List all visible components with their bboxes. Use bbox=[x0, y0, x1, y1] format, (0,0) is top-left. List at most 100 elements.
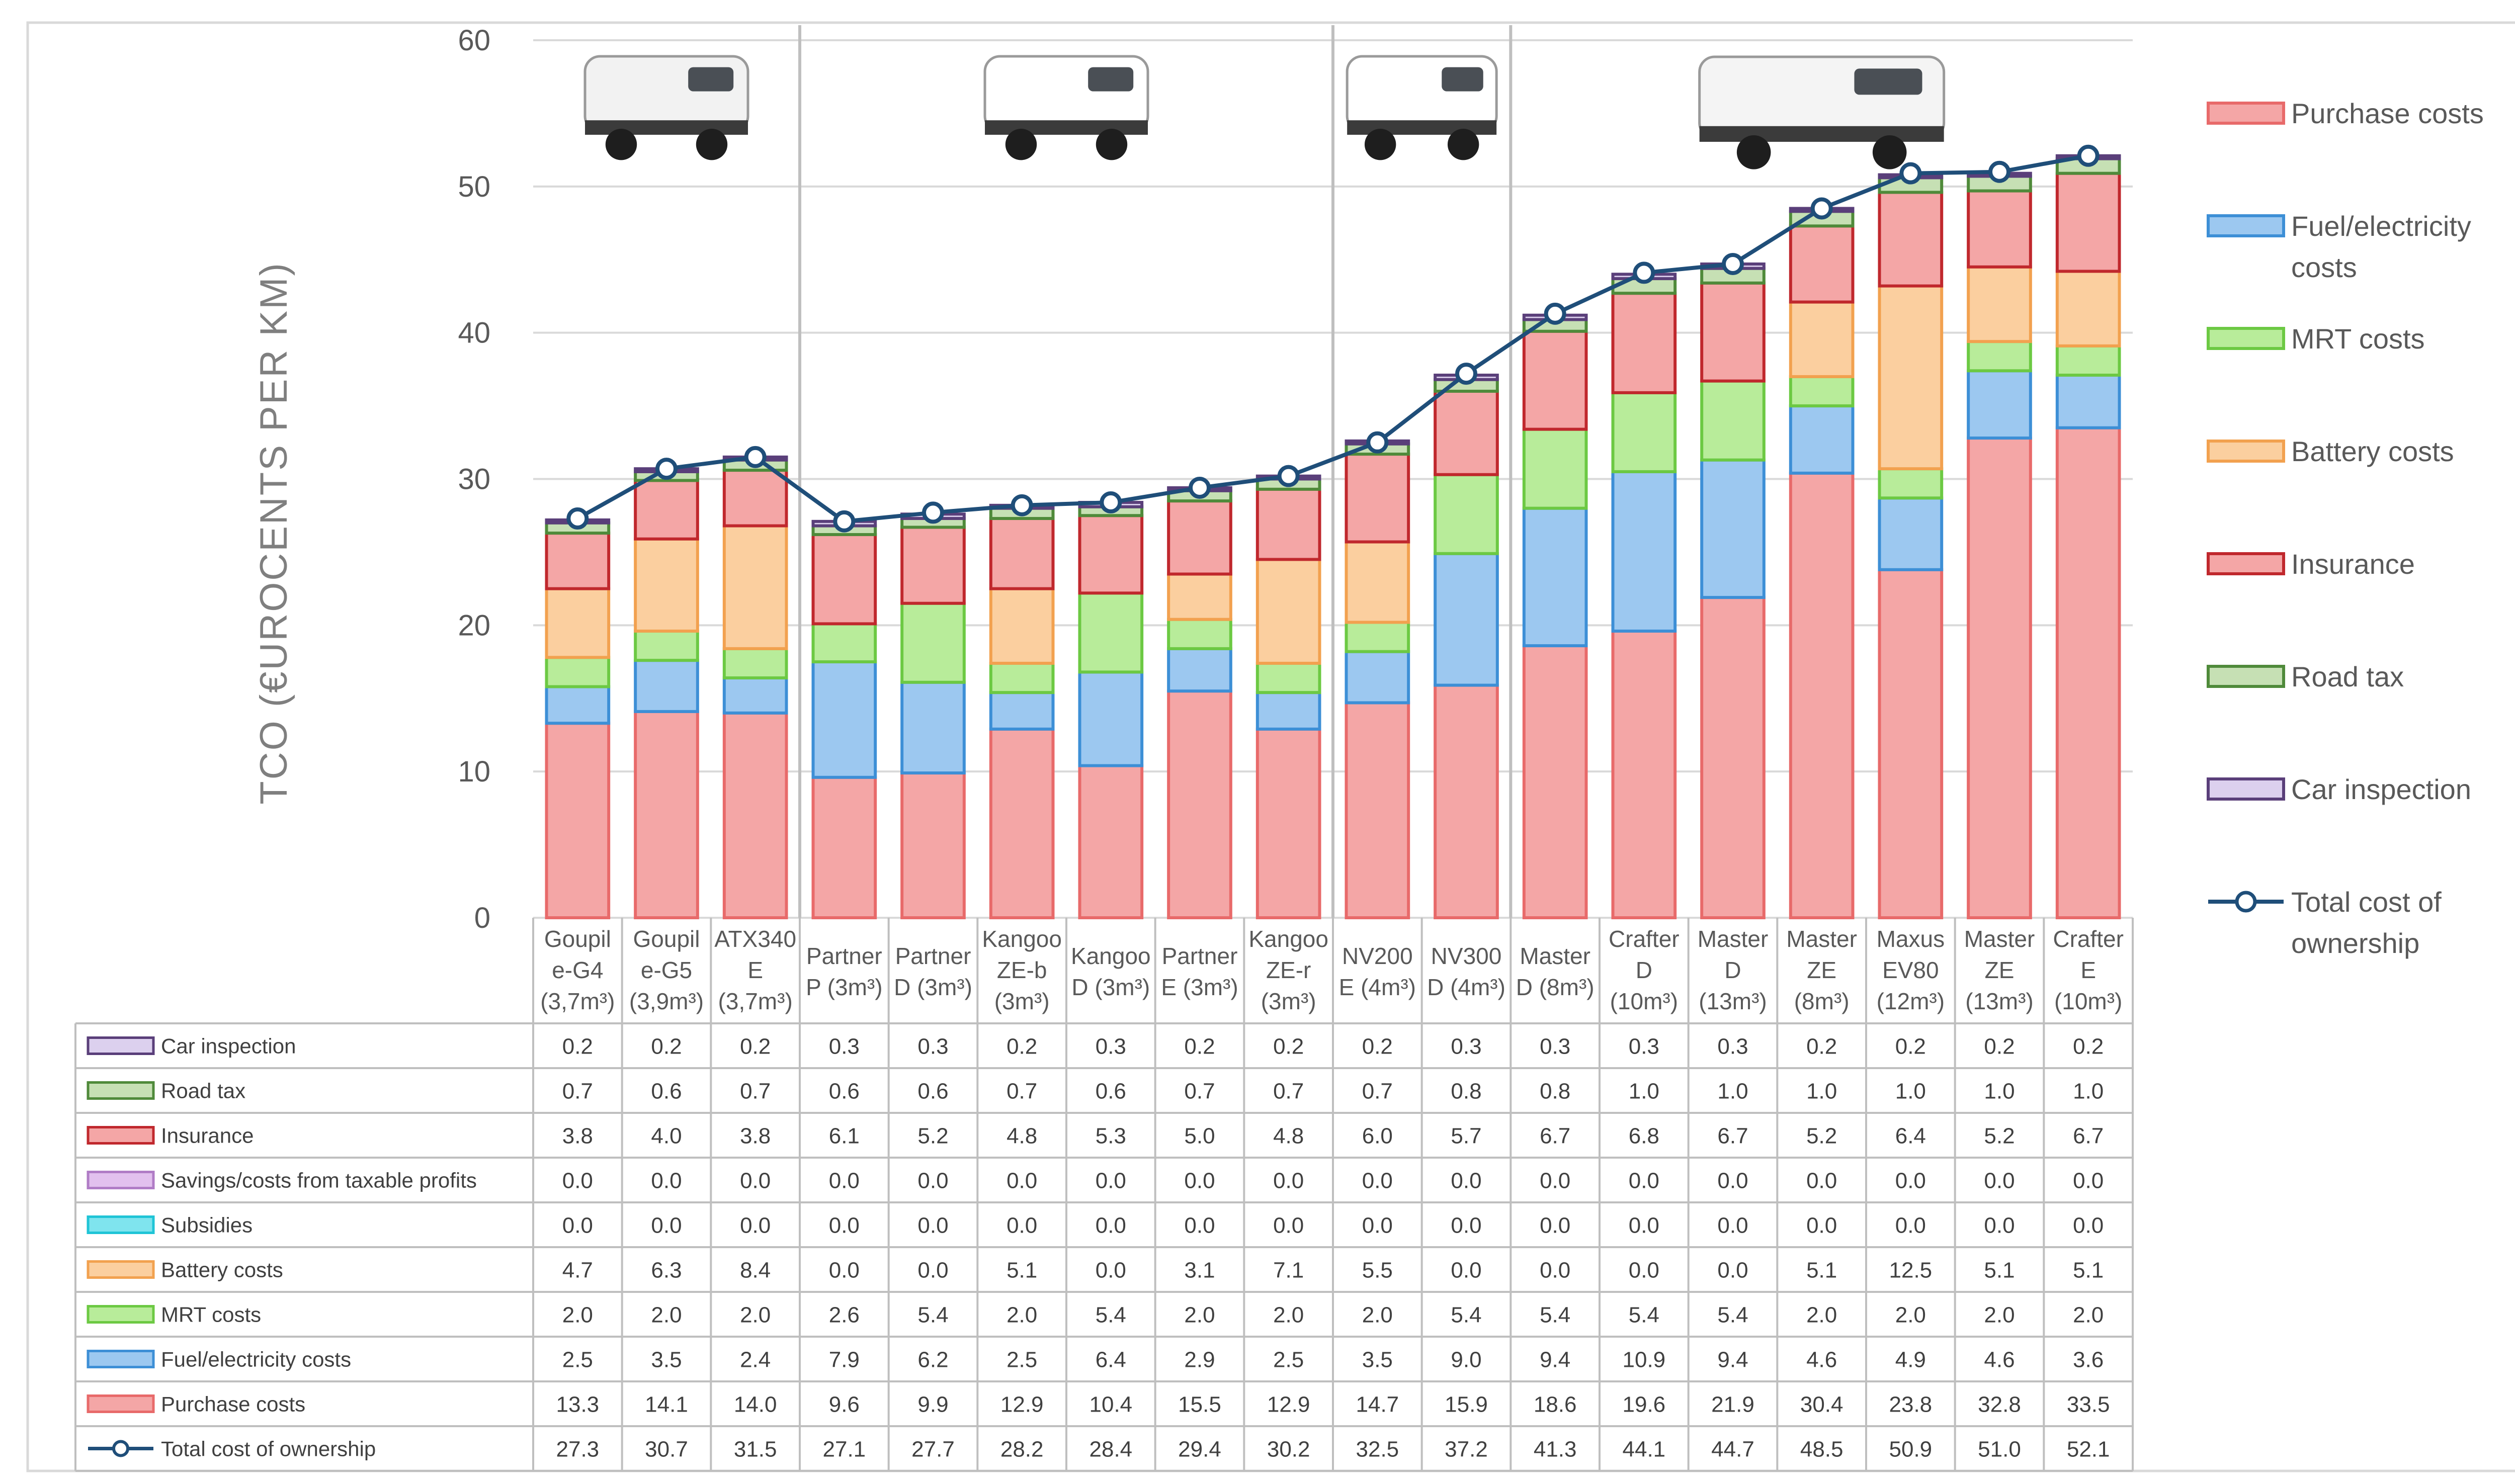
table-cell: 52.1 bbox=[2067, 1437, 2110, 1462]
vehicle-wheel bbox=[605, 129, 637, 160]
table-cell: 5.5 bbox=[1362, 1258, 1393, 1283]
table-cell: 5.4 bbox=[917, 1303, 948, 1328]
bar-purchase-costs bbox=[1878, 568, 1944, 919]
table-cell: 32.8 bbox=[1978, 1392, 2021, 1417]
table-cell: 28.2 bbox=[1000, 1437, 1044, 1462]
x-tick-label: Partner bbox=[1162, 943, 1238, 969]
bar-insurance bbox=[2055, 171, 2121, 273]
legend-color-key bbox=[2207, 214, 2285, 237]
x-tick-label: ZE-r bbox=[1266, 957, 1311, 983]
bar-insurance bbox=[1789, 224, 1855, 304]
table-cell: 0.6 bbox=[829, 1079, 860, 1104]
table-cell: 0.0 bbox=[1984, 1169, 2015, 1193]
table-cell: 0.6 bbox=[917, 1079, 948, 1104]
bar-purchase-costs bbox=[1078, 764, 1144, 919]
table-cell: 2.0 bbox=[1984, 1303, 2015, 1328]
table-cell: 0.0 bbox=[1096, 1258, 1126, 1283]
legend-label: MRT costs bbox=[2291, 323, 2425, 355]
table-cell: 9.0 bbox=[1451, 1348, 1481, 1372]
table-cell: 6.7 bbox=[1540, 1124, 1570, 1149]
table-cell: 4.6 bbox=[1984, 1348, 2015, 1372]
x-tick-label: D bbox=[1724, 957, 1741, 983]
table-cell: 0.2 bbox=[562, 1034, 593, 1059]
x-tick-label: (10m³) bbox=[1610, 988, 1678, 1014]
table-cell: 44.1 bbox=[1623, 1437, 1666, 1462]
bar-battery-costs bbox=[1255, 558, 1321, 665]
table-cell: 2.6 bbox=[829, 1303, 860, 1328]
legend-color-key bbox=[2207, 440, 2285, 463]
table-cell: 6.7 bbox=[2073, 1124, 2104, 1149]
bar-purchase-costs bbox=[900, 771, 966, 919]
bar-insurance bbox=[989, 517, 1055, 590]
legend-color-key bbox=[2207, 102, 2285, 125]
x-tick-label: E (4m³) bbox=[1339, 974, 1416, 1000]
bar-purchase-costs bbox=[811, 775, 877, 920]
table-cell: 3.5 bbox=[651, 1348, 682, 1372]
bar-insurance bbox=[1700, 281, 1766, 383]
table-color-key bbox=[87, 1126, 155, 1145]
table-cell: 0.0 bbox=[1273, 1213, 1304, 1238]
table-cell: 50.9 bbox=[1889, 1437, 1933, 1462]
table-cell: 23.8 bbox=[1889, 1392, 1933, 1417]
nissan-nv200-van bbox=[1346, 55, 1498, 160]
table-cell: 0.0 bbox=[1451, 1169, 1481, 1193]
total-cost-marker bbox=[922, 501, 944, 524]
x-tick-label: D (3m³) bbox=[894, 974, 972, 1000]
table-cell: 2.0 bbox=[562, 1303, 593, 1328]
table-cell: 4.9 bbox=[1895, 1348, 1926, 1372]
table-cell: 32.5 bbox=[1356, 1437, 1399, 1462]
table-cell: 6.4 bbox=[1895, 1124, 1926, 1149]
x-tick-label: Goupil bbox=[633, 926, 700, 952]
table-cell: 14.0 bbox=[734, 1392, 777, 1417]
table-cell: 0.0 bbox=[1451, 1258, 1481, 1283]
x-tick-label: NV200 bbox=[1342, 943, 1413, 969]
table-cell: 19.6 bbox=[1623, 1392, 1666, 1417]
table-cell: 5.1 bbox=[1806, 1258, 1837, 1283]
bar-battery-costs bbox=[1967, 265, 2032, 343]
x-tick-label: (13m³) bbox=[1965, 988, 2033, 1014]
table-cell: 48.5 bbox=[1800, 1437, 1843, 1462]
x-tick-label: e-G4 bbox=[552, 957, 603, 983]
x-tick-label: Master bbox=[1964, 926, 2035, 952]
table-cell: 3.5 bbox=[1362, 1348, 1393, 1372]
bar-purchase-costs bbox=[2055, 426, 2121, 919]
table-cell: 0.2 bbox=[2073, 1034, 2104, 1059]
bar-mrt-costs bbox=[989, 661, 1055, 694]
table-color-key bbox=[87, 1171, 155, 1189]
bar-battery-costs bbox=[634, 537, 699, 633]
vehicle-wheel bbox=[1447, 129, 1479, 160]
total-cost-line bbox=[576, 153, 2089, 523]
bar-insurance bbox=[900, 526, 966, 605]
table-cell: 0.0 bbox=[1184, 1213, 1215, 1238]
table-cell: 0.2 bbox=[1273, 1034, 1304, 1059]
table-cell: 0.0 bbox=[1806, 1169, 1837, 1193]
table-cell: 18.6 bbox=[1534, 1392, 1577, 1417]
bar-battery-costs bbox=[989, 587, 1055, 665]
x-tick-label: D bbox=[1636, 957, 1652, 983]
bar-insurance bbox=[1967, 189, 2032, 269]
vehicle-bumper bbox=[985, 120, 1148, 135]
bar-fuel-electricity-costs bbox=[1078, 670, 1144, 767]
table-cell: 0.3 bbox=[1451, 1034, 1481, 1059]
bar-fuel-electricity-costs bbox=[634, 659, 699, 713]
table-row-label: Battery costs bbox=[161, 1258, 283, 1282]
vehicle-wheel bbox=[1736, 135, 1771, 169]
vehicle-wheel bbox=[1364, 129, 1396, 160]
table-cell: 0.7 bbox=[740, 1079, 771, 1104]
bar-mrt-costs bbox=[634, 629, 699, 662]
table-row-label: Total cost of ownership bbox=[161, 1437, 376, 1461]
legend-label: ownership bbox=[2291, 927, 2419, 959]
table-cell: 3.1 bbox=[1184, 1258, 1215, 1283]
bar-mrt-costs bbox=[545, 656, 611, 688]
legend-label: costs bbox=[2291, 251, 2357, 283]
table-cell: 30.7 bbox=[645, 1437, 688, 1462]
table-cell: 0.3 bbox=[1717, 1034, 1748, 1059]
bar-fuel-electricity-costs bbox=[1434, 552, 1499, 687]
vehicle-window bbox=[1854, 68, 1922, 95]
table-cell: 9.4 bbox=[1540, 1348, 1570, 1372]
bar-fuel-electricity-costs bbox=[989, 691, 1055, 731]
vehicle-wheel bbox=[1005, 129, 1037, 160]
table-cell: 2.0 bbox=[740, 1303, 771, 1328]
bar-purchase-costs bbox=[545, 722, 611, 919]
x-tick-label: (3m³) bbox=[1261, 988, 1316, 1014]
